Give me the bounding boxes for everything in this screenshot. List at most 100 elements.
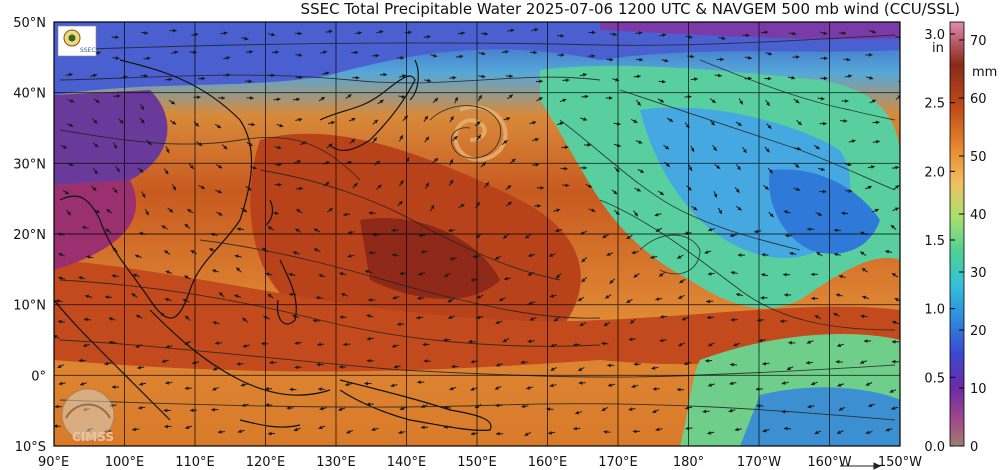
wind-arrow [295,186,303,191]
wind-arrow [767,167,774,174]
wind-arrow [352,75,360,80]
wind-arrow [480,31,489,36]
wind-arrow [813,144,820,150]
wind-arrow [549,383,557,388]
wind-arrow [730,317,738,322]
wind-arrow [294,341,302,345]
wind-arrow [376,30,384,34]
wind-arrow [397,200,403,207]
wind-arrow [184,340,192,345]
wind-arrow [475,201,481,209]
latitude-labels: 50°N 40°N 30°N 20°N 10°N 0° 10°S [13,16,46,455]
wind-arrow [744,55,752,60]
wind-arrow [734,427,742,432]
colorbar-mm-tick: 30 [970,266,987,281]
wind-arrow [561,145,569,150]
wind-arrow [104,361,112,366]
wind-arrow [320,50,328,55]
wind-arrow [417,380,425,385]
wind-arrow [85,294,93,299]
wind-arrow [792,55,800,59]
wind-arrow [530,50,538,55]
wind-arrow [661,58,669,63]
wind-arrow [714,73,722,78]
wind-arrow [316,362,324,367]
wind-arrow [814,314,822,320]
wind-arrow [843,57,851,62]
wind-arrow [580,117,588,121]
wind-arrow [448,228,456,233]
wind-arrow [132,427,140,432]
wind-arrow [294,228,302,233]
wind-arrow [601,406,609,412]
wind-arrow [562,78,570,83]
wind-arrow [146,139,152,146]
wind-arrow [553,208,561,213]
wind-arrow [708,227,716,232]
wind-arrow [817,96,825,101]
wind-arrow [841,211,849,216]
wind-arrow [391,228,399,233]
wind-arrow [494,255,502,260]
wind-arrow [604,294,612,299]
wind-arrow [449,158,454,166]
lat-label: 30°N [13,157,46,172]
wind-arrow [55,299,63,303]
wind-arrow [449,75,457,80]
wind-arrow [528,301,536,305]
wind-arrow [319,406,327,411]
wind-arrow [235,267,242,273]
wind-arrow [241,36,249,41]
wind-arrow [781,381,789,385]
wind-arrow [323,181,330,187]
wind-arrow [758,338,766,343]
wind-arrow [840,118,848,123]
lon-label: 150°E [457,455,497,470]
wind-arrow [735,205,742,211]
wind-arrow [294,31,302,36]
wind-arrow [78,358,86,363]
wind-arrow [78,276,86,280]
cimss-watermark: CIMSS [61,388,115,444]
wind-arrow [688,164,693,172]
wind-arrow [709,119,716,126]
wind-arrow [507,28,515,33]
wind-arrow [326,207,334,213]
colorbar-mm-unit: mm [972,65,997,80]
wind-arrow [398,134,404,142]
wind-arrow [315,295,323,300]
wind-arrow [214,341,223,345]
wind-arrow [141,30,149,35]
wind-arrow [601,341,609,346]
wind-arrow [368,298,376,302]
wind-arrow [503,276,511,281]
wind-arrow [443,425,451,429]
wind-arrow [134,254,142,259]
wind-arrow [557,53,565,58]
wind-arrow [161,225,168,230]
wind-arrow [217,430,225,434]
wind-arrow [635,99,642,107]
wind-arrow [112,56,120,60]
wind-arrow [783,426,791,431]
wind-arrow [784,293,792,297]
wind-arrow [865,52,873,57]
wind-arrow [811,296,819,301]
wind-arrow [189,408,197,413]
lon-label: 130°E [316,455,356,470]
wind-arrow [557,33,565,38]
wind-arrow [468,339,476,344]
wind-arrow [865,430,873,435]
map-title: SSEC Total Precipitable Water 2025-07-06… [300,0,960,18]
wind-arrow [503,117,511,121]
wind-arrow [555,228,563,233]
wind-arrow [581,256,588,263]
wind-arrow [892,207,900,212]
wind-arrow [659,338,667,343]
wind-arrow [223,56,231,60]
wind-arrow [766,123,772,130]
wind-arrow [376,184,382,190]
wind-arrow [683,361,691,366]
wind-arrow [496,431,504,436]
wind-arrow [449,386,457,391]
